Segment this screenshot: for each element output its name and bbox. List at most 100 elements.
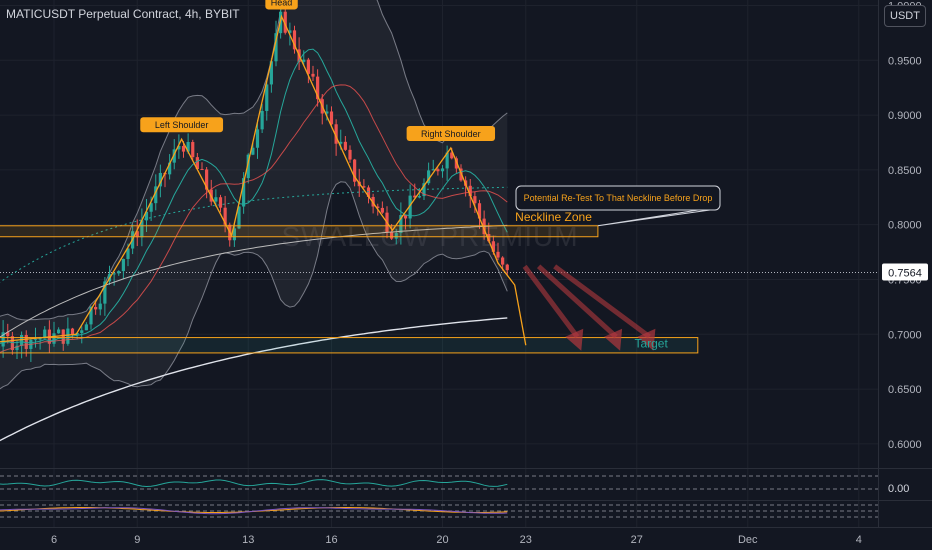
candle-body <box>477 203 482 219</box>
neckline-zone-box <box>0 225 599 238</box>
candle-body <box>348 149 352 160</box>
candle-body <box>501 257 505 265</box>
candle-body <box>218 197 223 208</box>
candle-body <box>473 196 477 204</box>
candle-body <box>316 76 320 100</box>
candle-body <box>191 142 195 158</box>
candle-body <box>15 345 19 350</box>
x-tick-label: 23 <box>520 534 532 546</box>
candle-body <box>177 145 181 150</box>
candle-body <box>232 228 236 241</box>
candle-body <box>242 178 246 207</box>
candle-body <box>496 251 500 258</box>
candle-body <box>158 172 162 187</box>
candle-body <box>269 61 273 85</box>
candle-body <box>376 206 380 208</box>
annotation-label: Head <box>271 0 293 7</box>
candle-body <box>1 332 5 347</box>
drop-arrow-head <box>565 328 584 351</box>
candle-body <box>214 197 218 202</box>
x-tick-label: 20 <box>436 534 448 546</box>
oscillator-pane <box>0 475 878 490</box>
candle-body <box>394 233 398 239</box>
oscillator-value-label: 0.00 <box>888 483 909 495</box>
candle-body <box>84 324 88 331</box>
neckline-zone-label: Neckline Zone <box>515 210 592 224</box>
candle-body <box>181 145 186 152</box>
candle-body <box>149 203 153 212</box>
drop-arrow-head <box>604 328 623 351</box>
candle-body <box>468 185 472 197</box>
candle-body <box>112 273 116 275</box>
candle-body <box>172 149 176 163</box>
x-tick-label: 4 <box>856 534 862 546</box>
candle-body <box>140 220 144 238</box>
candle-body <box>117 271 121 274</box>
y-tick-label: 0.7000 <box>888 329 922 341</box>
candle-body <box>440 168 445 172</box>
candle-body <box>260 110 264 130</box>
candle-body <box>52 333 56 344</box>
oscillator-line-3 <box>0 507 508 515</box>
candle-body <box>403 215 408 219</box>
time-axis[interactable]: 6 9 13 16 20 23 27 Dec 4 <box>51 534 862 546</box>
candle-body <box>94 306 98 310</box>
candle-body <box>126 248 130 259</box>
candle-body <box>80 330 84 333</box>
candle-body <box>288 30 292 33</box>
candle-body <box>353 159 357 182</box>
drop-arrow-shaft <box>553 264 651 339</box>
candle-body <box>6 332 10 337</box>
grid-lines <box>0 0 878 528</box>
candle-body <box>265 84 269 111</box>
drop-arrows <box>522 264 656 351</box>
x-tick-label: 13 <box>242 534 254 546</box>
candle-body <box>366 187 371 197</box>
candle-body <box>283 11 287 33</box>
candle-body <box>302 59 306 62</box>
current-price-label: 0.7564 <box>888 267 922 279</box>
candle-body <box>70 328 75 335</box>
price-axis[interactable]: 1.00000.95000.90000.85000.80000.75000.70… <box>882 0 928 451</box>
candle-body <box>380 207 384 213</box>
candle-body <box>362 186 366 188</box>
candle-body <box>98 303 102 310</box>
candle-body <box>61 329 65 344</box>
current-price-tag <box>882 263 928 281</box>
y-tick-label: 0.6000 <box>888 439 922 451</box>
annotation-label: Right Shoulder <box>421 129 481 139</box>
candle-body <box>487 234 491 242</box>
pattern-labels: Left Shoulder Head Right Shoulder Neckline … <box>140 0 721 351</box>
currency-button[interactable]: USDT <box>884 5 926 27</box>
ma-slow <box>0 84 508 354</box>
candle-body <box>33 339 38 341</box>
candle-body <box>329 111 334 125</box>
bollinger-fill <box>0 0 508 389</box>
candle-body <box>24 334 28 349</box>
candle-body <box>491 241 495 252</box>
candle-body <box>417 196 421 198</box>
candle-body <box>200 169 204 171</box>
candle-body <box>292 30 297 50</box>
candle-body <box>311 73 315 77</box>
y-tick-label: 0.8000 <box>888 220 922 232</box>
y-tick-label: 0.8500 <box>888 165 922 177</box>
candle-body <box>246 154 250 179</box>
annotation-box <box>406 125 496 141</box>
candle-body <box>450 152 454 159</box>
candle-body <box>195 157 199 170</box>
candle-body <box>168 162 172 175</box>
candle-body <box>57 329 61 334</box>
candle-body <box>66 328 70 344</box>
candle-body <box>427 170 431 184</box>
candle-body <box>251 147 255 155</box>
candle-body <box>339 141 343 144</box>
y-tick-label: 0.6500 <box>888 384 922 396</box>
candle-body <box>505 264 509 271</box>
bollinger-upper <box>0 0 508 321</box>
candle-body <box>343 141 347 150</box>
candle-body <box>436 169 440 172</box>
candle-body <box>274 33 278 62</box>
annotation-box <box>265 0 298 10</box>
